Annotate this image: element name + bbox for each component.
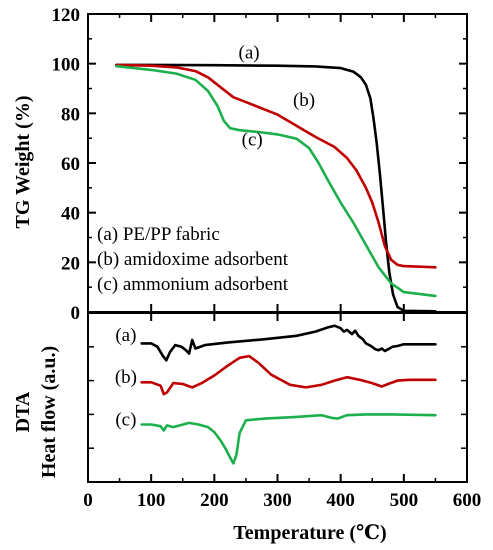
x-tick-label: 400 xyxy=(326,490,355,511)
dta-series xyxy=(140,324,437,465)
dta-ticks: 0 100 200 300 400 500 600 xyxy=(83,313,481,511)
x-tick-label: 0 xyxy=(83,490,93,511)
x-tick-label: 300 xyxy=(263,490,292,511)
x-tick-label: 500 xyxy=(390,490,419,511)
dta-series-c xyxy=(140,413,437,465)
tg-y-tick-label: 100 xyxy=(52,55,81,76)
tg-y-tick-label: 20 xyxy=(61,253,80,274)
legend-entry: (a) PE/PP fabric xyxy=(97,224,220,245)
dta-series-b xyxy=(140,354,437,396)
tg-series-c xyxy=(115,64,437,298)
tg-y-tick-label: 40 xyxy=(61,204,80,225)
tg-y-tick-label: 80 xyxy=(61,104,80,125)
x-tick-label: 600 xyxy=(453,490,482,511)
tg-curve-label: (c) xyxy=(242,130,263,151)
tg-ticks: 0 20 40 60 80 100 120 xyxy=(52,5,468,324)
tg-series-a xyxy=(115,63,437,313)
tg-y-axis-title: TG Weight (%) xyxy=(12,96,34,229)
dta-curve-label: (c) xyxy=(115,409,136,430)
curve-labels: (a) (b) (c) (a) (b) (c) xyxy=(115,43,315,431)
x-tick-label: 200 xyxy=(200,490,229,511)
x-tick-label: 100 xyxy=(137,490,166,511)
dta-curve-label: (b) xyxy=(115,367,137,388)
tg-curve-label: (a) xyxy=(239,43,260,64)
legend-entry: (c) ammonium adsorbent xyxy=(97,274,289,295)
tg-series-b xyxy=(115,63,437,269)
tg-series xyxy=(115,63,437,313)
tg-y-tick-label: 60 xyxy=(61,154,80,175)
dta-y-axis-title-line1: DTA xyxy=(12,391,34,432)
tg-y-tick-label: 120 xyxy=(52,5,81,26)
x-axis-title: Temperature (℃) xyxy=(233,522,386,544)
tg-legend: (a) PE/PP fabric (b) amidoxime adsorbent (… xyxy=(97,224,289,295)
dta-series-a xyxy=(140,324,437,362)
tg-curve-label: (b) xyxy=(293,90,315,111)
tg-y-tick-label: 0 xyxy=(71,303,81,324)
dta-curve-label: (a) xyxy=(115,325,136,346)
dta-y-axis-title-line2: Heat flow (a.u.) xyxy=(38,346,60,478)
legend-entry: (b) amidoxime adsorbent xyxy=(97,249,289,270)
